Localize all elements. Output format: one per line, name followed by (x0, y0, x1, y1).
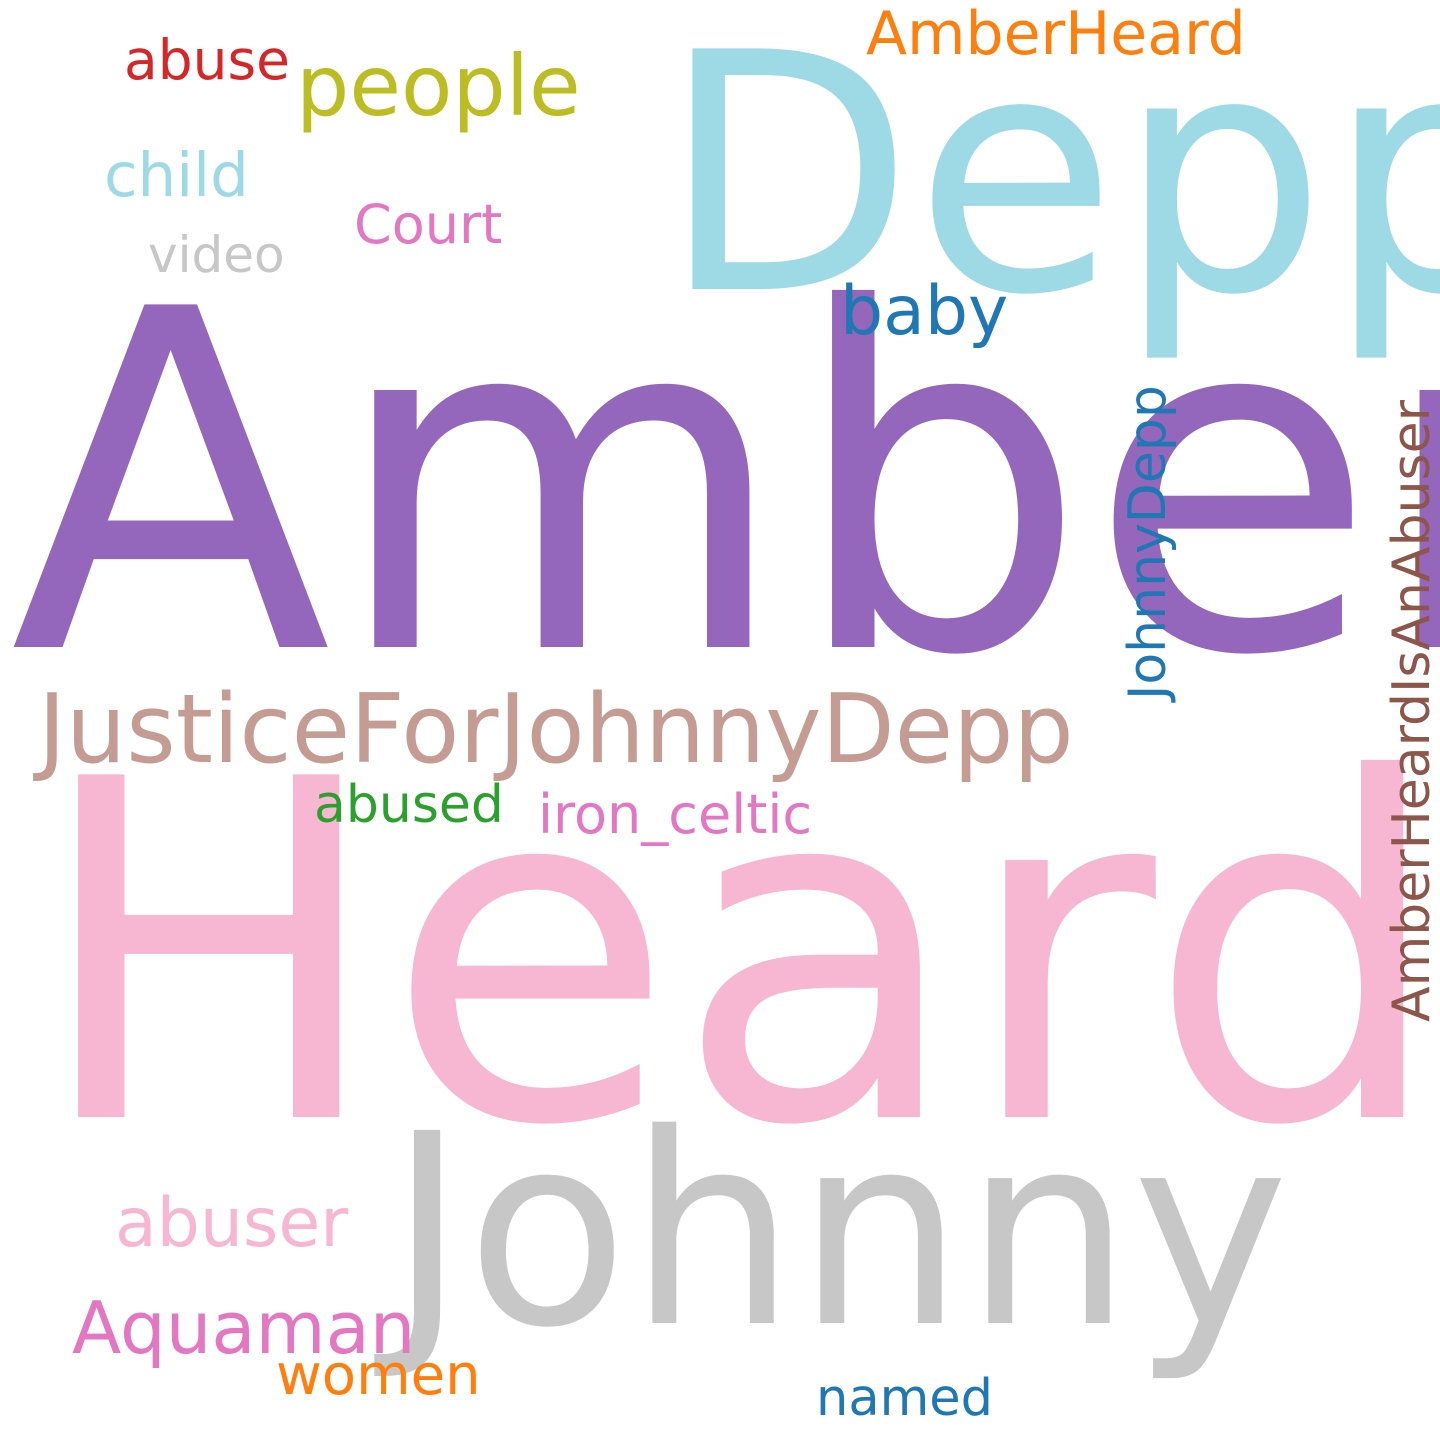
word-johnnydepp: JohnnyDepp (1118, 385, 1178, 700)
word-abused: abused (314, 775, 504, 835)
word-justiceforjohnnydepp: JusticeForJohnnyDepp (38, 675, 1074, 785)
word-women: women (276, 1343, 481, 1408)
word-iron-celtic: iron_celtic (538, 783, 813, 846)
word-people: people (296, 37, 581, 135)
word-video: video (148, 226, 285, 284)
word-abuse: abuse (124, 28, 290, 92)
word-heard: Heard (32, 681, 1440, 1228)
word-court: Court (354, 193, 503, 256)
word-amberheardisanabuser: AmberHeardIsAnAbuser (1382, 400, 1440, 1022)
word-baby: baby (840, 272, 1009, 351)
word-named: named (816, 1369, 994, 1428)
word-aquaman: Aquaman (72, 1286, 416, 1370)
word-depp: Depp (660, 0, 1440, 367)
word-amberheard: AmberHeard (866, 0, 1246, 69)
word-abuser: abuser (115, 1184, 349, 1263)
word-johnny: Johnny (388, 1078, 1289, 1386)
word-child: child (104, 140, 249, 211)
word-amber: Amber (10, 211, 1440, 758)
